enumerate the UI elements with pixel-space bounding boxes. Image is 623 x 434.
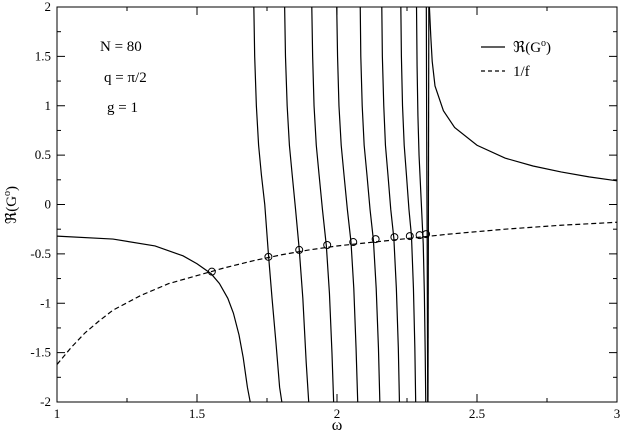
y-tick-label: 1.5	[35, 48, 51, 63]
y-axis-label-close: )	[4, 186, 20, 191]
y-tick-label: -1.5	[30, 345, 51, 360]
series-line-real-g-branch	[336, 7, 359, 402]
y-axis-label: ℜ(Go)	[2, 186, 20, 224]
annotation-n: N = 80	[100, 39, 142, 55]
y-tick-label: 0.5	[35, 147, 51, 162]
intersection-point	[422, 230, 431, 239]
intersection-point	[405, 232, 414, 241]
annotation-q: q = π/2	[104, 70, 147, 86]
series-line-real-g-branch	[311, 7, 335, 402]
series-line-real-g-branch	[359, 7, 381, 402]
series-layer	[57, 7, 617, 402]
x-axis-label: ω	[332, 417, 343, 434]
series-line-real-g-branch	[253, 7, 283, 402]
x-axis-ticks: 1 1.5 2 2.5 3	[54, 7, 621, 421]
series-line-inverse-f	[57, 221, 617, 365]
series-line-real-g-branch	[57, 235, 251, 402]
y-tick-label: -2	[40, 394, 51, 409]
series-line-real-g-branch	[381, 7, 401, 402]
x-tick-label: 1.5	[189, 406, 205, 421]
series-line-real-g-branch	[400, 7, 417, 402]
x-tick-label: 3	[614, 406, 621, 421]
intersection-point	[323, 240, 332, 249]
legend: ℜ(Go) 1/f	[481, 38, 551, 80]
series-line-real-g-branch	[284, 7, 310, 402]
series-line-real-g-branch	[428, 7, 617, 182]
y-tick-label: 0	[45, 197, 52, 212]
y-tick-label: 1	[45, 98, 52, 113]
svg-text:ℜ(Go): ℜ(Go)	[2, 186, 20, 224]
legend-label-solid: ℜ(Go)	[513, 38, 551, 56]
intersection-point	[295, 245, 304, 254]
y-axis-label-main: ℜ(G	[4, 196, 20, 224]
plot-frame	[56, 6, 618, 403]
y-tick-label: -0.5	[30, 246, 51, 261]
intersection-point	[390, 233, 399, 242]
parameter-annotations: N = 80 q = π/2 g = 1	[100, 39, 147, 116]
y-axis-label-sup: o	[2, 191, 13, 196]
series-line-real-g-branch	[415, 7, 427, 402]
annotation-g: g = 1	[107, 100, 138, 116]
x-tick-label: 2.5	[469, 406, 485, 421]
series-line-real-g-branch	[427, 7, 430, 402]
legend-label-dashed: 1/f	[513, 64, 530, 80]
x-tick-label: 2	[334, 406, 341, 421]
series-line-real-g-branch	[425, 7, 429, 402]
intersection-point	[349, 238, 358, 247]
intersection-markers	[207, 230, 431, 276]
intersection-point	[371, 235, 380, 244]
intersection-point	[207, 267, 216, 276]
y-tick-label: -1	[40, 295, 51, 310]
intersection-point	[264, 252, 273, 261]
x-tick-label: 1	[54, 406, 61, 421]
y-tick-label: 2	[45, 0, 52, 14]
y-axis-ticks: -2 -1.5 -1 -0.5 0 0.5 1 1.5 2	[30, 0, 617, 409]
